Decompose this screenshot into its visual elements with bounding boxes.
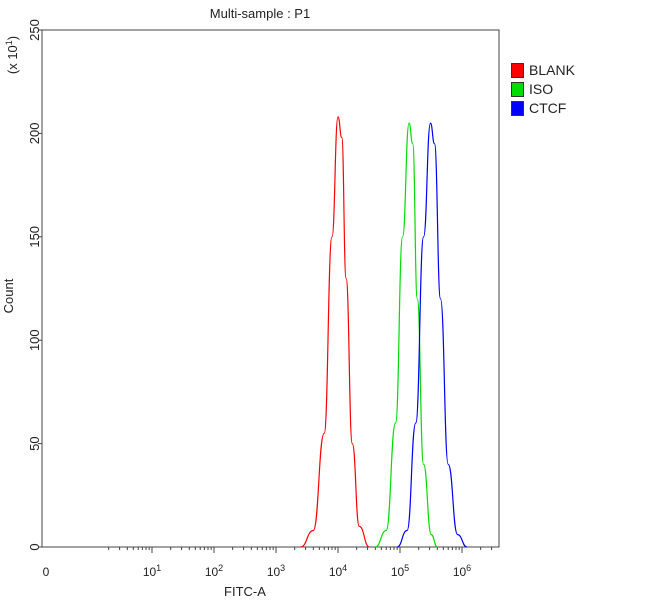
series-line-iso xyxy=(375,122,438,548)
y-tick-label: 250 xyxy=(27,19,42,41)
x-tick-label: 104 xyxy=(329,563,347,579)
legend-label: BLANK xyxy=(529,62,575,78)
series-line-ctcf xyxy=(396,122,468,548)
x-axis: 0 101 102 103 104 105 106 xyxy=(43,547,493,579)
y-tick-label: 200 xyxy=(27,123,42,145)
x-axis-label: FITC-A xyxy=(224,584,266,599)
plot-frame xyxy=(41,29,500,548)
x-tick-label: 102 xyxy=(205,563,223,579)
y-axis: 0 50 100 150 200 250 xyxy=(27,19,42,551)
y-tick-label: 150 xyxy=(27,226,42,248)
y-axis-label: Count xyxy=(1,278,16,313)
legend-swatch xyxy=(511,81,524,97)
y-multiplier-label: (x 101) xyxy=(4,36,20,74)
chart-title: Multi-sample : P1 xyxy=(210,6,310,21)
x-tick-label: 103 xyxy=(267,563,285,579)
x-tick-label: 101 xyxy=(143,563,161,579)
x-tick-label: 0 xyxy=(43,565,50,579)
legend-label: CTCF xyxy=(529,100,567,116)
legend-item-iso: ISO xyxy=(511,79,553,99)
legend-swatch xyxy=(511,62,524,78)
y-tick-label: 50 xyxy=(27,436,42,450)
y-tick-label: 0 xyxy=(27,543,42,550)
x-tick-label: 105 xyxy=(391,563,409,579)
legend-swatch xyxy=(511,100,524,116)
legend-item-blank: BLANK xyxy=(511,60,575,80)
legend-label: ISO xyxy=(529,81,554,97)
y-tick-label: 100 xyxy=(27,329,42,351)
series-line-blank xyxy=(300,116,370,548)
legend-item-ctcf: CTCF xyxy=(511,98,566,118)
x-tick-label: 106 xyxy=(453,563,471,579)
series-layer xyxy=(300,116,468,548)
